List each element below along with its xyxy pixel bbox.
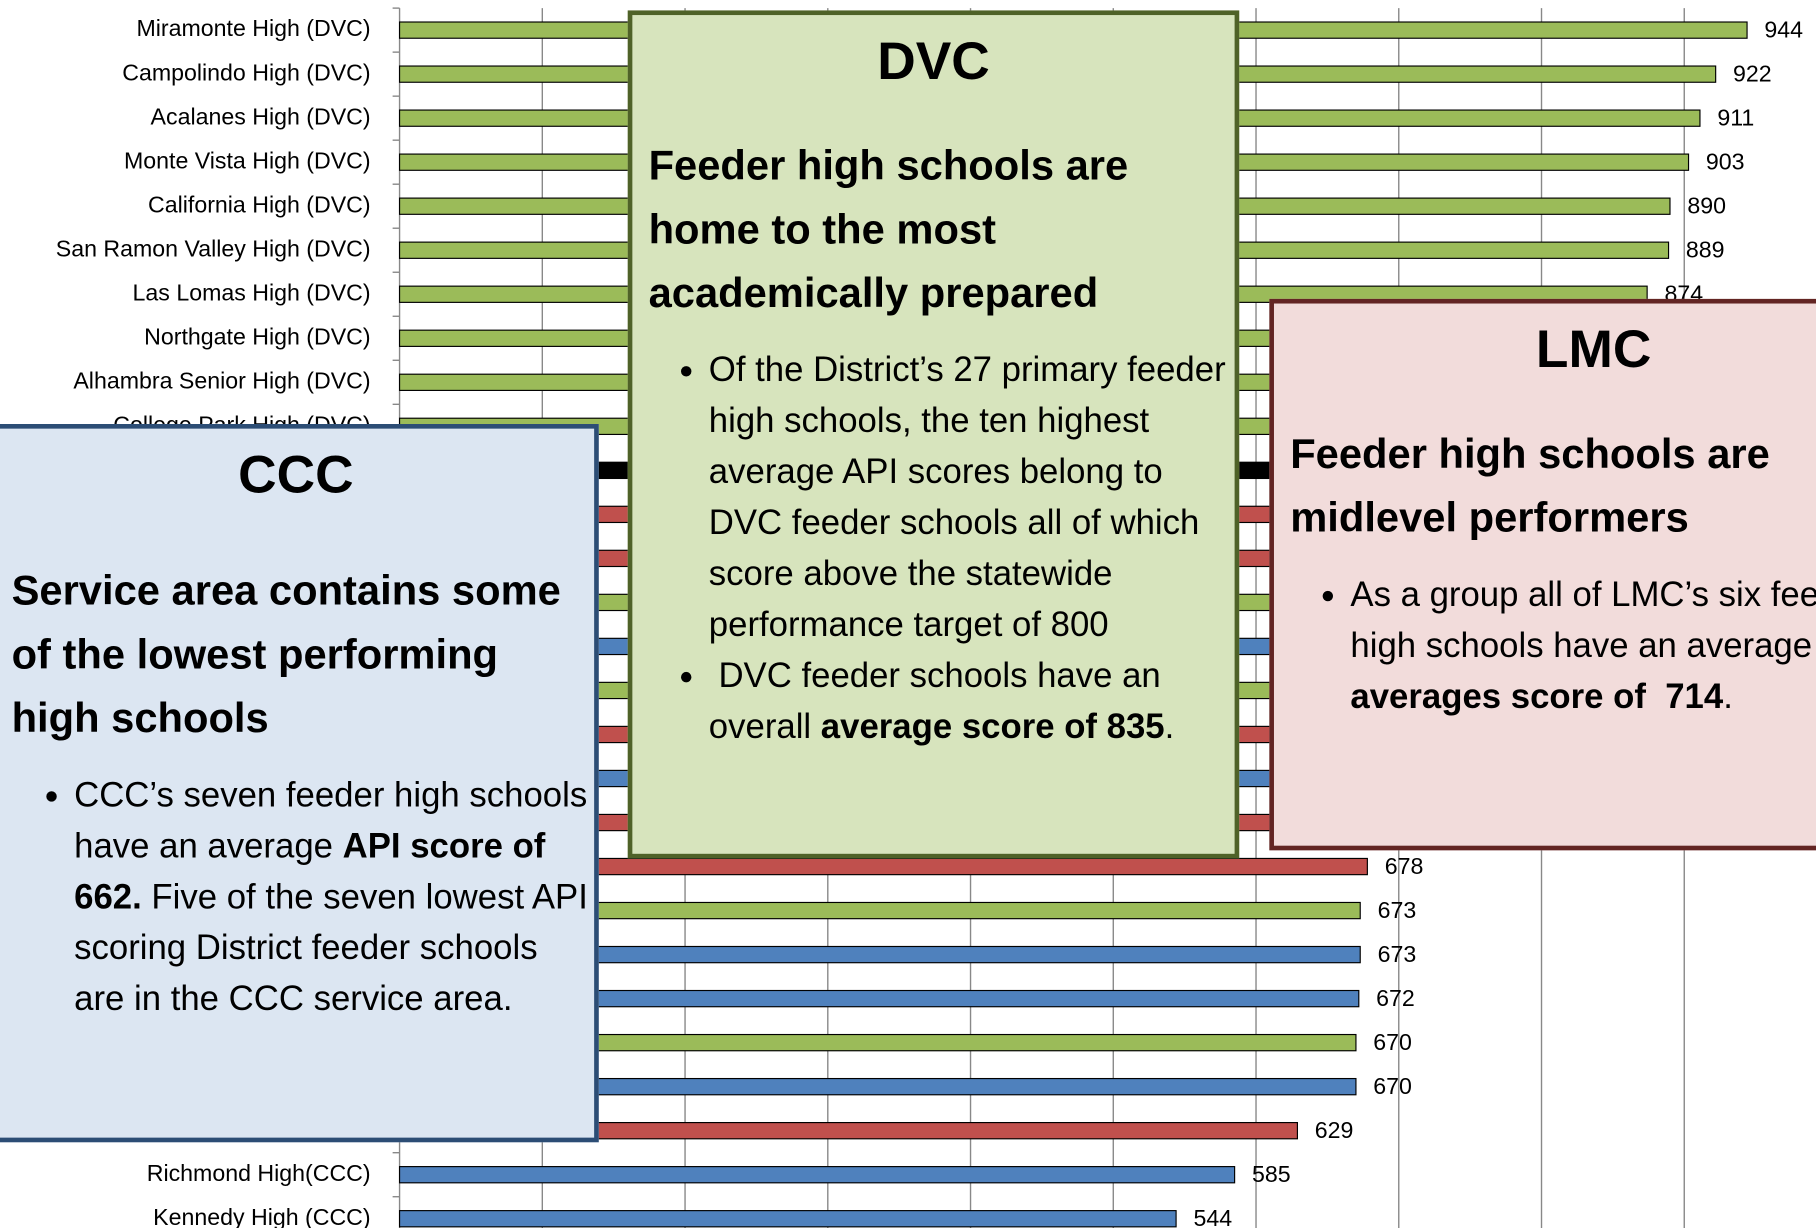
box-title: CCC: [238, 443, 354, 504]
value-label: 585: [1252, 1161, 1291, 1187]
y-tick-label: Northgate High (DVC): [144, 323, 370, 349]
bullet-text: API score of 662.: [74, 827, 556, 917]
bullet-text: Of the District’s 27 primary feeder high…: [708, 351, 1236, 645]
value-label: 670: [1373, 1073, 1412, 1099]
bullet: CCC’s seven feeder high schools have an …: [74, 770, 594, 1025]
box-heading: Service area contains some of the lowest…: [11, 566, 561, 742]
value-label: 922: [1733, 60, 1772, 86]
value-label: 889: [1686, 237, 1725, 263]
bullet-text: Five of the seven lowest API scoring Dis…: [74, 878, 598, 1019]
y-tick-label: Richmond High(CCC): [147, 1160, 371, 1186]
bar: [398, 1166, 1236, 1184]
bullet-list: CCC’s seven feeder high schools have an …: [0, 770, 594, 1025]
bullet-list: Of the District’s 27 primary feeder high…: [632, 345, 1234, 753]
value-label: 944: [1764, 16, 1803, 42]
bullet-text: DVC feeder schools have an overall: [708, 656, 1171, 747]
value-label: 890: [1687, 192, 1726, 218]
y-tick-label: San Ramon Valley High (DVC): [56, 235, 371, 261]
box-heading: Feeder high schools are home to the most…: [648, 141, 1129, 317]
bullet: Of the District’s 27 primary feeder high…: [709, 345, 1235, 651]
bullet-text: .: [1164, 707, 1175, 747]
bullet: DVC feeder schools have an overall avera…: [709, 651, 1235, 753]
bullet-text: averages score of 714: [1350, 677, 1724, 716]
y-tick-label: Monte Vista High (DVC): [124, 147, 371, 173]
dvc-box: DVC Feeder high schools are home to the m…: [627, 10, 1240, 859]
bullet-list: As a group all of LMC’s six feeder high …: [1274, 570, 1816, 723]
box-heading: Feeder high schools are midlevel perform…: [1290, 429, 1770, 542]
value-label: 678: [1385, 853, 1424, 879]
bullet-text: CCC’s seven feeder high schools have an …: [74, 776, 597, 866]
y-tick-label: Kennedy High (CCC): [153, 1204, 370, 1228]
value-label: 673: [1378, 897, 1417, 923]
bullet: As a group all of LMC’s six feeder high …: [1350, 570, 1816, 723]
value-label: 629: [1315, 1117, 1354, 1143]
ccc-box: CCC Service area contains some of the low…: [0, 424, 599, 1143]
value-label: 672: [1376, 985, 1415, 1011]
value-label: 544: [1193, 1205, 1232, 1228]
box-title: LMC: [1535, 318, 1652, 379]
value-label: 903: [1706, 148, 1745, 174]
value-label: 670: [1373, 1029, 1412, 1055]
bullet-text: average score of 835: [820, 707, 1165, 747]
y-tick-label: Miramonte High (DVC): [136, 15, 370, 41]
bar: [398, 1210, 1177, 1228]
bullet-text: .: [1723, 677, 1733, 716]
y-tick-label: Campolindo High (DVC): [122, 59, 370, 85]
y-tick-label: Acalanes High (DVC): [151, 103, 371, 129]
y-tick-label: Alhambra Senior High (DVC): [73, 367, 370, 393]
lmc-box: LMC Feeder high schools are midlevel perf…: [1269, 298, 1816, 851]
bullet-text: As a group all of LMC’s six feeder high …: [1350, 575, 1816, 665]
y-tick-label: California High (DVC): [148, 191, 371, 217]
box-title: DVC: [877, 30, 990, 91]
y-tick-label: Las Lomas High (DVC): [133, 279, 371, 305]
value-label: 911: [1717, 104, 1754, 130]
value-label: 673: [1378, 941, 1417, 967]
